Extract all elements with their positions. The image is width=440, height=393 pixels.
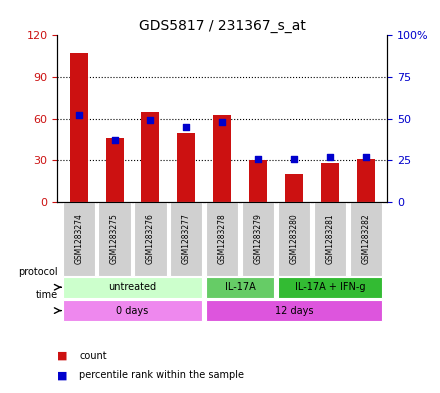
Bar: [134, 202, 167, 275]
Text: GSM1283278: GSM1283278: [218, 213, 227, 264]
Text: time: time: [36, 290, 58, 300]
Point: [362, 154, 369, 160]
Bar: [170, 202, 202, 275]
Bar: [278, 202, 310, 275]
Text: protocol: protocol: [18, 267, 58, 277]
Text: GSM1283282: GSM1283282: [361, 213, 370, 264]
Point: [255, 156, 262, 162]
Point: [219, 119, 226, 125]
Text: untreated: untreated: [109, 282, 157, 292]
Bar: [62, 300, 202, 321]
Text: ■: ■: [57, 351, 68, 361]
Point: [290, 156, 297, 162]
Bar: [206, 300, 382, 321]
Point: [75, 112, 82, 119]
Bar: [177, 133, 195, 202]
Bar: [349, 202, 382, 275]
Bar: [206, 202, 238, 275]
Bar: [106, 138, 124, 202]
Point: [326, 154, 334, 160]
Bar: [278, 277, 382, 298]
Bar: [285, 174, 303, 202]
Text: GSM1283275: GSM1283275: [110, 213, 119, 264]
Text: GSM1283281: GSM1283281: [325, 213, 334, 264]
Text: GSM1283277: GSM1283277: [182, 213, 191, 264]
Text: IL-17A: IL-17A: [225, 282, 256, 292]
Bar: [357, 159, 374, 202]
Text: GSM1283276: GSM1283276: [146, 213, 155, 264]
Bar: [213, 115, 231, 202]
Bar: [62, 202, 95, 275]
Bar: [321, 163, 339, 202]
Title: GDS5817 / 231367_s_at: GDS5817 / 231367_s_at: [139, 19, 306, 33]
Text: 0 days: 0 days: [117, 306, 149, 316]
Point: [183, 124, 190, 130]
Bar: [206, 277, 274, 298]
Bar: [242, 202, 274, 275]
Bar: [249, 160, 267, 202]
Point: [147, 117, 154, 123]
Text: GSM1283274: GSM1283274: [74, 213, 83, 264]
Text: GSM1283280: GSM1283280: [290, 213, 298, 264]
Point: [111, 137, 118, 143]
Bar: [314, 202, 346, 275]
Text: GSM1283279: GSM1283279: [253, 213, 263, 264]
Bar: [142, 112, 159, 202]
Text: 12 days: 12 days: [275, 306, 313, 316]
Text: IL-17A + IFN-g: IL-17A + IFN-g: [294, 282, 365, 292]
Bar: [99, 202, 131, 275]
Text: ■: ■: [57, 370, 68, 380]
Bar: [62, 277, 202, 298]
Text: count: count: [79, 351, 107, 361]
Bar: [70, 53, 88, 202]
Text: percentile rank within the sample: percentile rank within the sample: [79, 370, 244, 380]
